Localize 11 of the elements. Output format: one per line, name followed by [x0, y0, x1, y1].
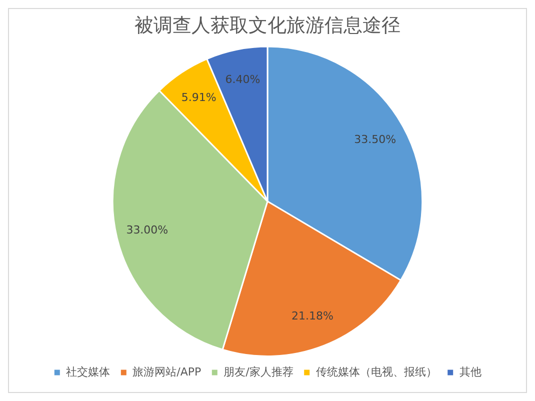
legend-label: 其他: [459, 365, 482, 378]
data-label: 6.40%: [225, 72, 260, 86]
legend-label: 旅游网站/APP: [132, 365, 202, 378]
data-label: 21.18%: [291, 310, 334, 323]
legend-label: 朋友/家人推荐: [224, 365, 294, 378]
data-label: 33.00%: [126, 224, 168, 237]
data-label: 33.50%: [354, 132, 396, 146]
legend-label: 传统媒体（电视、报纸）: [316, 365, 437, 378]
data-label: 5.91%: [181, 91, 216, 104]
legend-label: 社交媒体: [66, 365, 110, 378]
chart-title: 被调查人获取文化旅游信息途径: [134, 14, 400, 36]
